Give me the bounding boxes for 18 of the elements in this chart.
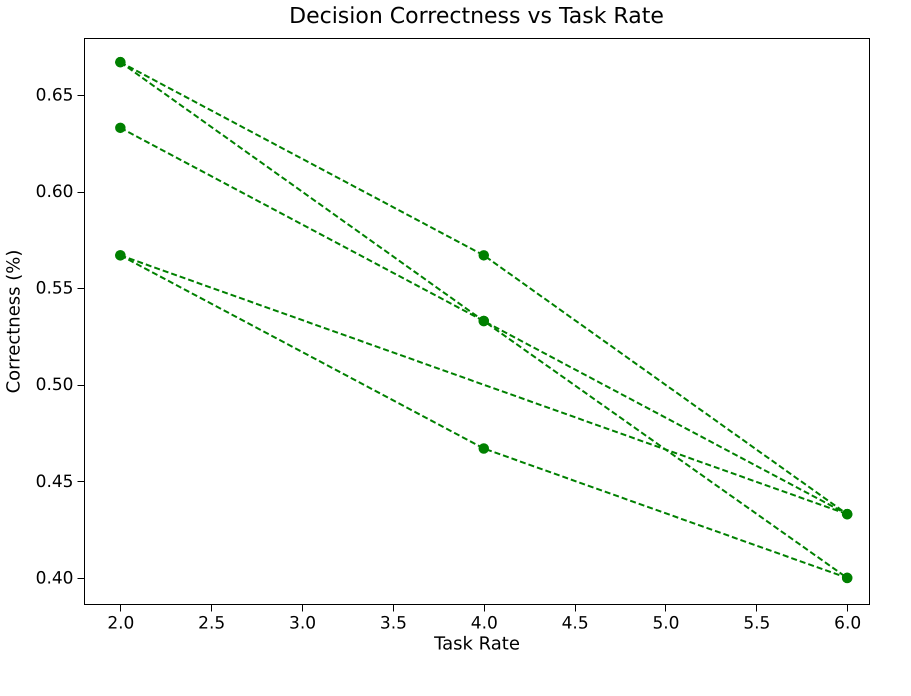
y-axis-title: Correctness (%): [4, 250, 25, 394]
x-tick-label: 2.0: [107, 614, 134, 634]
x-axis-title: Task Rate: [433, 634, 520, 654]
x-tick-label: 6.0: [834, 614, 862, 634]
chart-title: Decision Correctness vs Task Rate: [289, 4, 664, 29]
x-tick-label: 4.0: [470, 614, 498, 634]
y-tick-label: 0.55: [36, 278, 74, 299]
x-tick-label: 5.5: [743, 614, 770, 634]
y-tick-label: 0.60: [36, 182, 74, 202]
x-tick-label: 3.0: [289, 614, 316, 634]
x-tick-label: 3.5: [380, 614, 407, 634]
y-tick-label: 0.65: [36, 85, 74, 106]
x-tick-label: 5.0: [652, 614, 680, 634]
y-tick-label: 0.50: [36, 375, 74, 396]
x-tick-label: 4.5: [562, 614, 589, 634]
y-tick-label: 0.40: [36, 568, 74, 588]
y-tick-label: 0.45: [36, 472, 74, 492]
x-tick-label: 2.5: [198, 614, 226, 634]
